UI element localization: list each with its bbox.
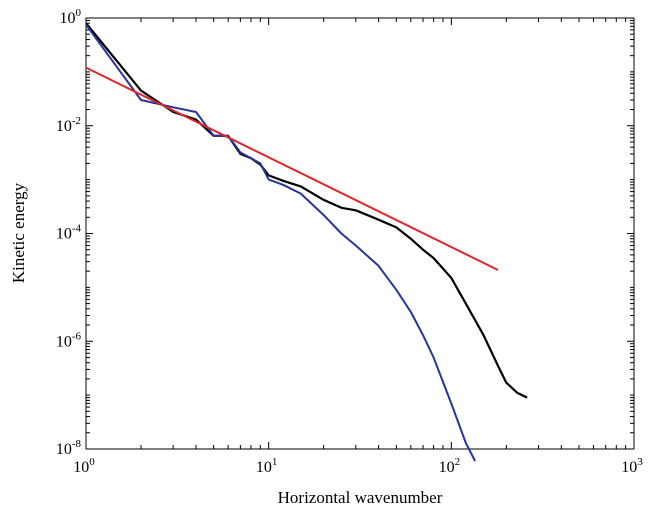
- y-axis-label: Kinetic energy: [9, 182, 28, 283]
- x-tick-label: 102: [439, 456, 461, 476]
- ticks: [85, 18, 634, 450]
- x-axis-label: Horizontal wavenumber: [278, 488, 443, 507]
- series-line-3: [85, 66, 499, 271]
- tick-labels: 100 101 102 103 100 10-2 10-4 10-6 10-8: [56, 7, 643, 476]
- y-tick-label: 10-2: [56, 115, 81, 135]
- y-tick-label: 10-4: [56, 223, 82, 243]
- plot-area: [85, 17, 635, 450]
- y-tick-label: 10-8: [56, 438, 82, 458]
- x-tick-label: 100: [73, 456, 95, 476]
- y-tick-label: 100: [60, 7, 82, 27]
- series-layer: [85, 22, 528, 462]
- x-tick-label: 103: [621, 456, 643, 476]
- y-tick-label: 10-6: [56, 330, 82, 350]
- x-tick-label: 101: [256, 456, 278, 476]
